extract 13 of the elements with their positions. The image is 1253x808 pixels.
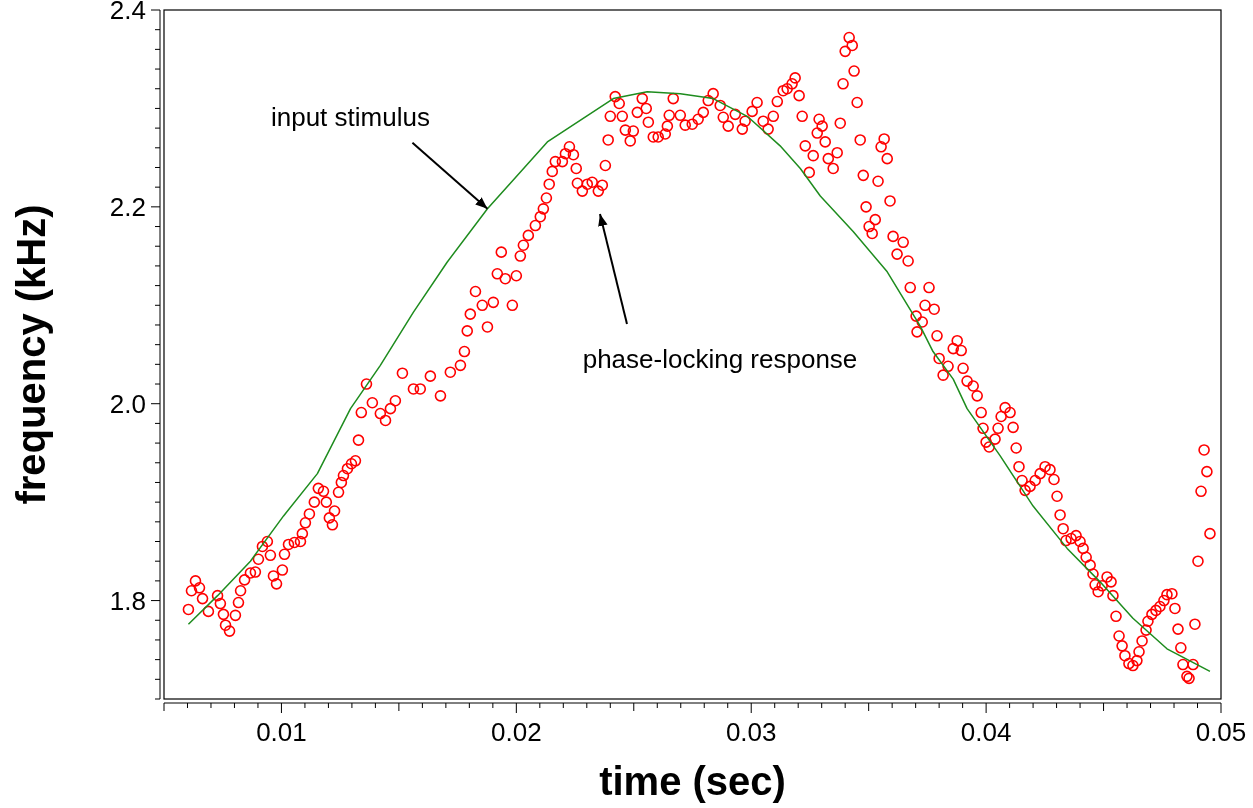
x-tick-label: 0.04 xyxy=(960,717,1012,747)
y-tick-label: 1.8 xyxy=(109,585,146,616)
annotation: phase-locking response xyxy=(582,344,858,375)
y-axis-title: frequency (kHz) xyxy=(9,204,53,505)
x-tick-label: 0.01 xyxy=(256,717,307,747)
x-axis-title: time (sec) xyxy=(599,759,786,803)
y-tick-label: 2.4 xyxy=(109,0,146,26)
x-tick-label: 0.03 xyxy=(725,717,777,747)
annotation: input stimulus xyxy=(270,101,430,132)
y-tick-label: 2.0 xyxy=(109,388,146,419)
x-tick-label: 0.02 xyxy=(491,717,542,747)
y-tick-label: 2.2 xyxy=(109,191,146,222)
x-tick-label: 0.05 xyxy=(1195,717,1247,747)
